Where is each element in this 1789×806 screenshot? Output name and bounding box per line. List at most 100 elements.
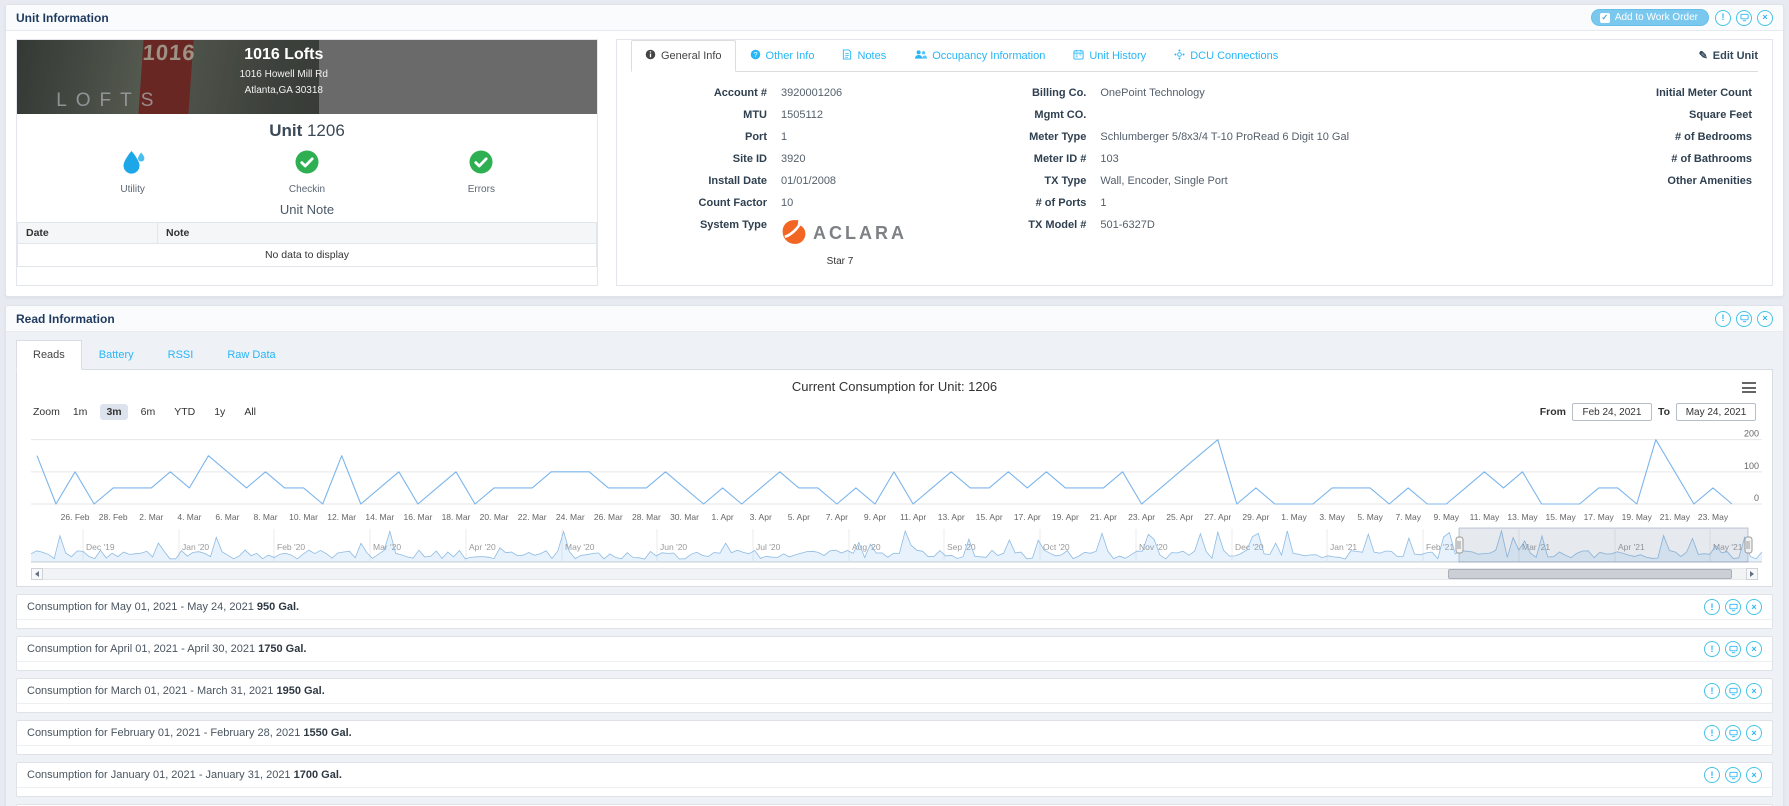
svg-text:15. May: 15. May bbox=[1545, 512, 1576, 522]
people-icon bbox=[914, 49, 927, 63]
exclamation-button[interactable]: ! bbox=[1704, 599, 1720, 615]
page: Unit Information ✓ Add to Work Order !× … bbox=[0, 0, 1789, 806]
svg-text:Jan '21: Jan '21 bbox=[1330, 542, 1357, 552]
tab-dcu-connections[interactable]: DCU Connections bbox=[1160, 40, 1292, 72]
monitor-button[interactable] bbox=[1725, 641, 1741, 657]
read-information-title: Read Information bbox=[16, 312, 115, 326]
field-tx-type: TX TypeWall, Encoder, Single Port bbox=[980, 175, 1476, 187]
chart-zoom-buttons: Zoom 1m 3m 6m YTD 1y All bbox=[33, 404, 262, 420]
status-checkin[interactable]: Checkin bbox=[289, 147, 325, 195]
field-value: 1 bbox=[1100, 197, 1476, 209]
add-to-work-order-button[interactable]: ✓ Add to Work Order bbox=[1591, 9, 1709, 26]
field-label: Billing Co. bbox=[980, 87, 1100, 99]
status-utility[interactable]: Utility bbox=[118, 147, 148, 195]
svg-text:12. Mar: 12. Mar bbox=[327, 512, 356, 522]
svg-text:Jul '20: Jul '20 bbox=[756, 542, 781, 552]
chart-context-menu-button[interactable] bbox=[1740, 380, 1758, 395]
water-drop-icon bbox=[118, 147, 148, 180]
read-panel-window-controls: !× bbox=[1715, 311, 1773, 327]
field-value: 1505112 bbox=[781, 109, 980, 121]
scrollbar-right-arrow[interactable] bbox=[1746, 568, 1758, 580]
close-button[interactable]: × bbox=[1746, 767, 1762, 783]
calendar-icon bbox=[1073, 49, 1084, 63]
monitor-button[interactable] bbox=[1725, 725, 1741, 741]
consumption-row-header: Consumption for May 01, 2021 - May 24, 2… bbox=[17, 595, 1772, 620]
note-table-note-header[interactable]: Note bbox=[158, 223, 597, 244]
scrollbar-thumb[interactable] bbox=[1448, 569, 1732, 579]
svg-text:7. Apr: 7. Apr bbox=[826, 512, 848, 522]
field-meter-id-: Meter ID #103 bbox=[980, 153, 1476, 165]
note-table-date-header[interactable]: Date bbox=[18, 223, 158, 244]
exclamation-button[interactable]: ! bbox=[1704, 725, 1720, 741]
zoom-all-button[interactable]: All bbox=[238, 404, 262, 420]
svg-text:30. Mar: 30. Mar bbox=[670, 512, 699, 522]
svg-text:16. Mar: 16. Mar bbox=[403, 512, 432, 522]
field-tx-model-: TX Model #501-6327D bbox=[980, 219, 1476, 231]
tab-rssi[interactable]: RSSI bbox=[151, 340, 211, 370]
tab-other-info[interactable]: ?Other Info bbox=[736, 40, 829, 72]
zoom-label: Zoom bbox=[33, 406, 60, 418]
svg-text:5. Apr: 5. Apr bbox=[788, 512, 810, 522]
zoom-6m-button[interactable]: 6m bbox=[135, 404, 162, 420]
exclamation-button[interactable]: ! bbox=[1704, 641, 1720, 657]
field-square-feet: Square Feet bbox=[1476, 109, 1758, 121]
zoom-3m-button[interactable]: 3m bbox=[100, 404, 127, 420]
close-button[interactable]: × bbox=[1757, 10, 1773, 26]
exclamation-button[interactable]: ! bbox=[1715, 311, 1731, 327]
field-value: 10 bbox=[781, 197, 980, 209]
svg-text:13. Apr: 13. Apr bbox=[938, 512, 965, 522]
scrollbar-left-arrow[interactable] bbox=[31, 568, 43, 580]
field--of-bathrooms: # of Bathrooms bbox=[1476, 153, 1758, 165]
chart-navigator[interactable]: Dec '19Jan '20Feb '20Mar '20Apr '20May '… bbox=[31, 526, 1762, 566]
consumption-row: Consumption for January 01, 2021 - Janua… bbox=[16, 762, 1773, 797]
zoom-1y-button[interactable]: 1y bbox=[208, 404, 231, 420]
close-button[interactable]: × bbox=[1746, 683, 1762, 699]
consumption-row-body bbox=[17, 746, 1772, 754]
close-button[interactable]: × bbox=[1746, 641, 1762, 657]
to-date-input[interactable] bbox=[1676, 403, 1756, 421]
close-button[interactable]: × bbox=[1757, 311, 1773, 327]
field-mgmt-co-: Mgmt CO. bbox=[980, 109, 1476, 121]
tab-raw-data[interactable]: Raw Data bbox=[210, 340, 292, 370]
field-label: Port bbox=[631, 131, 781, 143]
monitor-button[interactable] bbox=[1736, 10, 1752, 26]
field-value: OnePoint Technology bbox=[1100, 87, 1476, 99]
close-button[interactable]: × bbox=[1746, 599, 1762, 615]
edit-unit-button[interactable]: ✎ Edit Unit bbox=[1699, 49, 1758, 62]
tab-general-info[interactable]: General Info bbox=[631, 40, 736, 72]
tab-reads[interactable]: Reads bbox=[16, 340, 82, 370]
zoom-1m-button[interactable]: 1m bbox=[67, 404, 94, 420]
exclamation-button[interactable]: ! bbox=[1704, 767, 1720, 783]
tab-battery[interactable]: Battery bbox=[82, 340, 151, 370]
field-label: # of Ports bbox=[980, 197, 1100, 209]
field-label: MTU bbox=[631, 109, 781, 121]
monitor-button[interactable] bbox=[1725, 599, 1741, 615]
svg-text:Apr '20: Apr '20 bbox=[469, 542, 496, 552]
tab-occupancy-information[interactable]: Occupancy Information bbox=[900, 40, 1059, 72]
field-label: TX Model # bbox=[980, 219, 1100, 231]
svg-text:28. Mar: 28. Mar bbox=[632, 512, 661, 522]
field-label: Install Date bbox=[631, 175, 781, 187]
tab-unit-history[interactable]: Unit History bbox=[1059, 40, 1160, 72]
close-button[interactable]: × bbox=[1746, 725, 1762, 741]
field-label: System Type bbox=[631, 219, 781, 231]
consumption-row-body bbox=[17, 704, 1772, 712]
svg-text:10. Mar: 10. Mar bbox=[289, 512, 318, 522]
from-date-input[interactable] bbox=[1572, 403, 1652, 421]
monitor-button[interactable] bbox=[1736, 311, 1752, 327]
status-errors[interactable]: Errors bbox=[466, 147, 496, 195]
field-label: Square Feet bbox=[1476, 109, 1758, 121]
scrollbar-track[interactable] bbox=[43, 568, 1746, 580]
field--of-ports: # of Ports1 bbox=[980, 197, 1476, 209]
status-label: Utility bbox=[120, 184, 144, 195]
exclamation-button[interactable]: ! bbox=[1715, 10, 1731, 26]
exclamation-button[interactable]: ! bbox=[1704, 683, 1720, 699]
tab-notes[interactable]: Notes bbox=[828, 40, 900, 72]
zoom-ytd-button[interactable]: YTD bbox=[168, 404, 201, 420]
unit-details-tabs: General Info?Other InfoNotesOccupancy In… bbox=[631, 40, 1758, 72]
consumption-row-controls: !× bbox=[1704, 641, 1762, 657]
unit-summary-card: 1016 LOFTS 1016 Lofts 1016 Howell Mill R… bbox=[16, 39, 598, 286]
monitor-button[interactable] bbox=[1725, 683, 1741, 699]
monitor-button[interactable] bbox=[1725, 767, 1741, 783]
chart-scrollbar[interactable] bbox=[31, 568, 1758, 580]
